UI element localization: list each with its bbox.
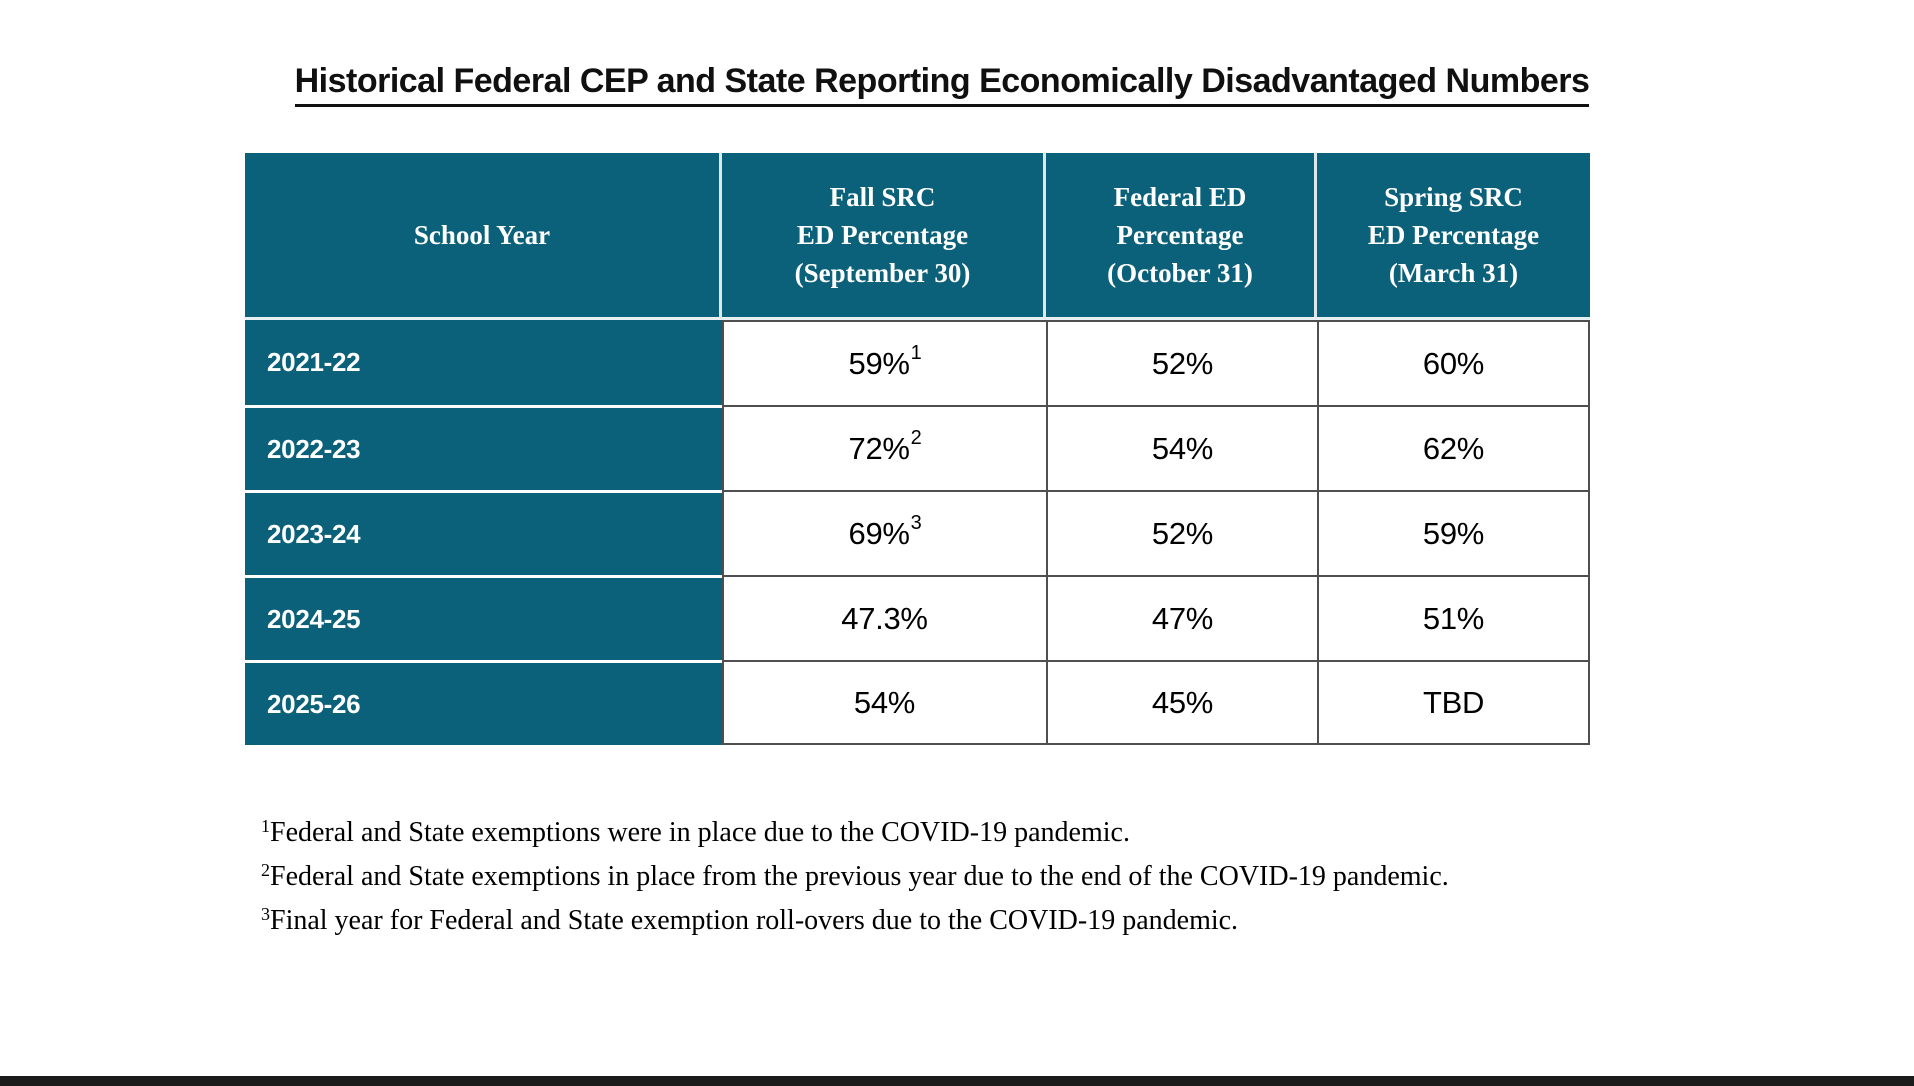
year-cell: 2023-24 <box>245 490 722 575</box>
cell-value: TBD <box>1422 684 1485 720</box>
cell-value: 69% <box>848 515 910 551</box>
federal-ed-cell: 45% <box>1046 660 1317 745</box>
header-federal-ed: Federal ED Percentage (October 31) <box>1046 153 1317 320</box>
fall-src-cell: 72% 2 <box>722 405 1046 490</box>
cell-value: 59% <box>848 345 910 381</box>
footnote-marker: 2 <box>910 427 922 449</box>
header-line: ED Percentage <box>1367 220 1540 250</box>
header-line: (October 31) <box>1107 258 1253 288</box>
federal-ed-cell: 52% <box>1046 490 1317 575</box>
header-line: Fall SRC <box>829 182 936 212</box>
footnote-2: 2Federal and State exemptions in place f… <box>257 856 1537 900</box>
cell-value: 54% <box>853 684 916 720</box>
year-cell: 2022-23 <box>245 405 722 490</box>
cell-value: 47.3% <box>841 600 928 636</box>
year-label: 2021-22 <box>267 347 361 377</box>
spring-src-cell: TBD <box>1317 660 1590 745</box>
cell-value: 59% <box>1422 515 1485 551</box>
cell-value: 60% <box>1422 345 1485 381</box>
page-title-row: Historical Federal CEP and State Reporti… <box>0 62 1884 107</box>
spring-src-cell: 60% <box>1317 320 1590 405</box>
ed-percentage-table: School Year Fall SRC ED Percentage (Sept… <box>245 153 1590 745</box>
header-line: Federal ED <box>1113 182 1247 212</box>
page-title: Historical Federal CEP and State Reporti… <box>294 62 1590 107</box>
footnote-marker: 1 <box>261 816 270 836</box>
fall-src-cell: 47.3% <box>722 575 1046 660</box>
cell-value: 54% <box>1151 430 1214 466</box>
cell-value: 47% <box>1151 600 1214 636</box>
year-cell: 2021-22 <box>245 320 722 405</box>
header-line: (September 30) <box>794 258 971 288</box>
federal-ed-cell: 54% <box>1046 405 1317 490</box>
footnote-marker: 3 <box>261 904 270 924</box>
year-cell: 2025-26 <box>245 660 722 745</box>
header-school-year: School Year <box>245 153 722 320</box>
year-label: 2023-24 <box>267 518 361 549</box>
spring-src-cell: 51% <box>1317 575 1590 660</box>
footnotes: 1Federal and State exemptions were in pl… <box>257 812 1537 944</box>
footnote-text: Federal and State exemptions in place fr… <box>270 861 1449 892</box>
fall-src-cell: 69% 3 <box>722 490 1046 575</box>
header-line: Percentage <box>1116 220 1244 250</box>
year-label: 2024-25 <box>267 603 361 634</box>
cell-value: 52% <box>1151 345 1214 381</box>
footnote-text: Federal and State exemptions were in pla… <box>270 817 1130 848</box>
year-label: 2022-23 <box>267 433 361 464</box>
header-line: Spring SRC <box>1384 182 1523 212</box>
cell-value: 52% <box>1151 515 1214 551</box>
footnote-1: 1Federal and State exemptions were in pl… <box>257 812 1537 856</box>
spring-src-cell: 62% <box>1317 405 1590 490</box>
footnote-marker: 3 <box>910 512 922 534</box>
year-label: 2025-26 <box>267 688 361 719</box>
fall-src-cell: 54% <box>722 660 1046 745</box>
fall-src-cell: 59% 1 <box>722 320 1046 405</box>
year-cell: 2024-25 <box>245 575 722 660</box>
header-line: ED Percentage <box>796 220 969 250</box>
cell-value: 51% <box>1422 600 1485 636</box>
cell-value: 45% <box>1151 684 1214 720</box>
cell-value: 62% <box>1422 430 1485 466</box>
footnote-marker: 2 <box>261 860 270 880</box>
footnote-3: 3Final year for Federal and State exempt… <box>257 900 1537 944</box>
federal-ed-cell: 52% <box>1046 320 1317 405</box>
footnote-marker: 1 <box>910 342 922 364</box>
footnote-text: Final year for Federal and State exempti… <box>270 905 1239 936</box>
header-line: (March 31) <box>1388 258 1519 288</box>
bottom-edge-bar <box>0 1076 1914 1086</box>
header-spring-src: Spring SRC ED Percentage (March 31) <box>1317 153 1590 320</box>
spring-src-cell: 59% <box>1317 490 1590 575</box>
header-line: School Year <box>413 220 551 250</box>
header-fall-src: Fall SRC ED Percentage (September 30) <box>722 153 1046 320</box>
federal-ed-cell: 47% <box>1046 575 1317 660</box>
cell-value: 72% <box>848 430 910 466</box>
